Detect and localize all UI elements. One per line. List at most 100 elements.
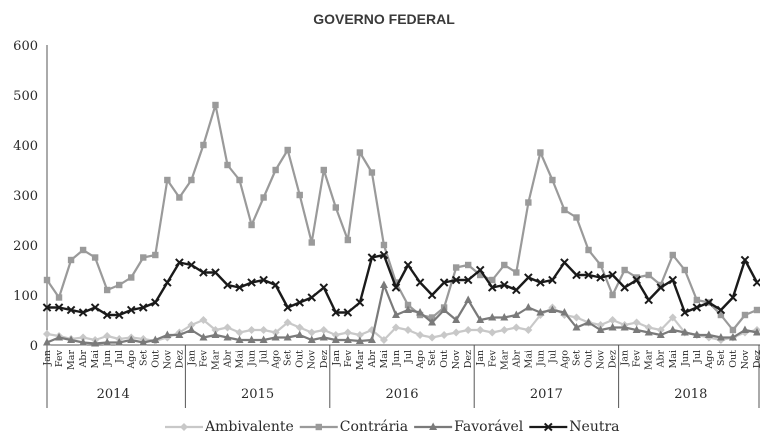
legend-marker bbox=[180, 423, 188, 431]
data-point-ambivalente bbox=[259, 326, 268, 334]
data-point-ambivalente bbox=[283, 318, 292, 327]
data-point-neutra bbox=[379, 250, 389, 260]
y-tick-label: 200 bbox=[13, 239, 38, 254]
series-ambivalente bbox=[43, 303, 760, 345]
data-point-neutra bbox=[138, 303, 148, 312]
data-point-contraria bbox=[645, 271, 652, 279]
data-point-neutra bbox=[126, 305, 136, 315]
data-point-neutra bbox=[235, 283, 244, 292]
chart-title: GOVERNO FEDERAL bbox=[313, 11, 455, 27]
data-point-neutra bbox=[536, 278, 545, 287]
data-point-ambivalente bbox=[668, 313, 677, 322]
data-point-neutra bbox=[524, 273, 533, 282]
data-point-favoravel bbox=[367, 335, 376, 343]
year-label: 2018 bbox=[674, 387, 707, 402]
x-tick-label: Jan bbox=[331, 350, 342, 367]
data-point-neutra bbox=[331, 308, 341, 317]
data-point-contraria bbox=[308, 239, 315, 246]
x-tick-label: Mai bbox=[90, 350, 101, 368]
data-point-ambivalente bbox=[331, 331, 340, 339]
data-point-ambivalente bbox=[656, 326, 665, 334]
legend-item-ambivalente: Ambivalente bbox=[165, 419, 294, 435]
data-point-neutra bbox=[150, 298, 160, 307]
data-point-neutra bbox=[487, 283, 497, 292]
data-point-favoravel bbox=[379, 280, 388, 288]
data-point-ambivalente bbox=[247, 326, 256, 334]
data-point-neutra bbox=[259, 275, 268, 285]
data-point-contraria bbox=[753, 306, 760, 314]
x-tick-label: Fev bbox=[487, 349, 498, 367]
data-point-contraria bbox=[717, 311, 725, 319]
x-tick-label: Mai bbox=[668, 350, 679, 368]
data-point-favoravel bbox=[608, 323, 617, 331]
data-point-neutra bbox=[439, 278, 449, 287]
x-tick-label: Jun bbox=[680, 350, 691, 367]
data-point-ambivalente bbox=[500, 326, 509, 334]
data-point-neutra bbox=[463, 275, 473, 285]
data-point-favoravel bbox=[440, 305, 449, 313]
data-point-neutra bbox=[295, 298, 305, 307]
x-tick-label: Jul bbox=[114, 350, 125, 364]
data-point-contraria bbox=[356, 149, 364, 156]
x-tick-label: Jun bbox=[535, 350, 546, 367]
data-point-favoravel bbox=[163, 330, 172, 338]
data-point-contraria bbox=[284, 146, 291, 154]
data-point-favoravel bbox=[139, 338, 148, 346]
data-point-contraria bbox=[200, 141, 207, 149]
x-tick-label: Abr bbox=[367, 350, 378, 369]
legend-item-neutra: Neutra bbox=[529, 419, 620, 435]
y-tick-label: 600 bbox=[13, 39, 38, 54]
data-point-neutra bbox=[175, 258, 184, 267]
data-point-favoravel bbox=[476, 315, 485, 323]
year-label: 2015 bbox=[241, 387, 274, 402]
y-axis-ticks: 0 100 200 300 400 500 600 bbox=[13, 39, 38, 354]
data-point-favoravel bbox=[740, 325, 749, 333]
data-point-ambivalente bbox=[199, 316, 208, 324]
data-point-favoravel bbox=[247, 335, 256, 343]
x-tick-label: Nov bbox=[451, 349, 462, 369]
data-point-neutra bbox=[42, 303, 52, 312]
data-point-contraria bbox=[729, 326, 737, 334]
data-point-ambivalente bbox=[416, 331, 425, 339]
data-point-neutra bbox=[211, 268, 220, 277]
year-label: 2014 bbox=[97, 387, 130, 402]
data-point-favoravel bbox=[391, 310, 400, 318]
data-point-contraria bbox=[681, 266, 688, 274]
data-point-ambivalente bbox=[428, 333, 437, 342]
x-tick-label: Jun bbox=[102, 350, 113, 367]
x-tick-label: Fev bbox=[54, 349, 65, 367]
x-tick-label: Jan bbox=[475, 350, 486, 367]
data-point-favoravel bbox=[692, 330, 701, 338]
data-point-contraria bbox=[477, 271, 484, 279]
x-tick-label: Jul bbox=[259, 350, 270, 364]
y-tick-label: 0 bbox=[30, 339, 38, 354]
data-point-ambivalente bbox=[391, 323, 400, 332]
data-point-favoravel bbox=[331, 335, 340, 343]
data-point-favoravel bbox=[680, 328, 689, 336]
data-point-ambivalente bbox=[440, 331, 449, 339]
data-point-neutra bbox=[692, 303, 702, 312]
data-point-ambivalente bbox=[43, 330, 51, 338]
data-point-neutra bbox=[451, 275, 461, 285]
x-tick-label: Set bbox=[283, 350, 294, 366]
x-tick-label: Nov bbox=[307, 349, 318, 369]
data-point-contraria bbox=[272, 166, 279, 174]
data-point-favoravel bbox=[211, 330, 220, 338]
data-point-ambivalente bbox=[404, 326, 413, 334]
data-point-neutra bbox=[307, 293, 317, 302]
data-point-ambivalente bbox=[632, 318, 641, 327]
x-tick-label: Mar bbox=[355, 350, 366, 370]
x-tick-label: Ago bbox=[415, 350, 426, 370]
x-tick-label: Nov bbox=[162, 349, 173, 369]
data-point-ambivalente bbox=[488, 328, 497, 337]
x-tick-label: Dez bbox=[752, 350, 760, 368]
data-point-neutra bbox=[644, 295, 654, 305]
legend-marker bbox=[315, 423, 322, 431]
x-tick-label: Out bbox=[295, 350, 306, 368]
data-point-neutra bbox=[403, 260, 413, 270]
legend-marker bbox=[543, 422, 553, 432]
data-point-ambivalente bbox=[211, 326, 220, 334]
data-point-neutra bbox=[632, 275, 641, 285]
data-point-favoravel bbox=[103, 338, 112, 346]
data-point-contraria bbox=[561, 206, 568, 214]
